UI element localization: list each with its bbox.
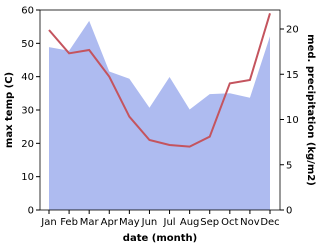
y2-tick-label: 0	[286, 206, 292, 217]
y-tick-label: 10	[21, 172, 34, 183]
chart: max temp (C) med. precipitation (kg/m2) …	[4, 6, 316, 245]
x-tick-label: Dec	[260, 217, 279, 228]
y-tick-label: 40	[21, 72, 34, 83]
y2-tick-label: 10	[286, 115, 299, 126]
y-tick-label: 20	[21, 139, 34, 150]
x-tick-label: Aug	[180, 217, 200, 228]
x-tick-label: Jan	[40, 217, 56, 228]
x-tick-label: Sep	[200, 217, 219, 228]
precipitation-area	[49, 20, 270, 211]
x-tick-label: Nov	[240, 217, 260, 228]
temp-line	[48, 13, 271, 148]
x-tick-label: May	[119, 217, 140, 228]
y2-tick-label: 20	[286, 25, 299, 36]
x-tick-label: Feb	[60, 217, 78, 228]
x-tick-label: Jul	[163, 217, 176, 228]
y-axis-label: max temp (C)	[4, 72, 15, 148]
x-tick-label: Apr	[101, 217, 119, 228]
y2-axis-label: med. precipitation (kg/m2)	[305, 34, 316, 186]
y-tick-label: 30	[21, 106, 34, 117]
y-tick-label: 60	[21, 6, 34, 17]
y2-tick-label: 15	[286, 70, 299, 81]
x-tick-label: Jun	[141, 217, 158, 228]
x-axis-label: date (month)	[123, 233, 197, 244]
x-tick-label: Oct	[221, 217, 238, 228]
x-tick-label: Mar	[80, 217, 100, 228]
y-tick-label: 0	[28, 206, 34, 217]
y-tick-label: 50	[21, 39, 34, 50]
y2-tick-label: 5	[286, 160, 292, 171]
